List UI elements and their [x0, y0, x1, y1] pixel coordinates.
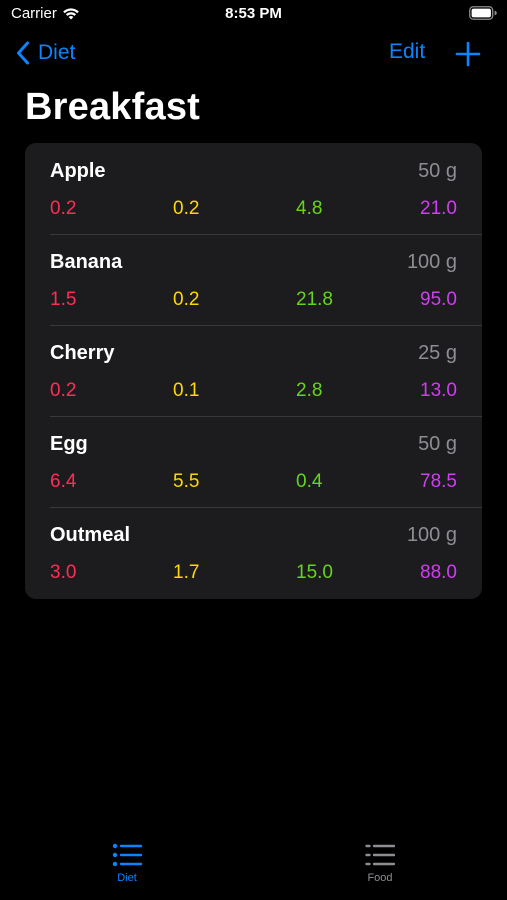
tab-bar: Diet Food [0, 840, 507, 900]
fat-value: 5.5 [173, 471, 200, 492]
battery-icon [469, 6, 497, 20]
fat-value: 1.7 [173, 562, 200, 583]
food-list: Apple 50 g 0.2 0.2 4.8 21.0 Banana 100 g… [25, 143, 482, 599]
protein-value: 3.0 [50, 562, 77, 583]
calories-value: 78.5 [420, 471, 457, 492]
back-button-label: Diet [38, 41, 76, 64]
food-weight: 25 g [418, 342, 457, 364]
wifi-icon [63, 8, 79, 20]
protein-value: 0.2 [50, 380, 77, 401]
carbs-value: 4.8 [296, 198, 323, 219]
food-name: Egg [50, 433, 88, 455]
status-bar: Carrier 8:53 PM [0, 0, 507, 30]
food-row[interactable]: Banana 100 g 1.5 0.2 21.8 95.0 [25, 234, 482, 325]
carbs-value: 2.8 [296, 380, 323, 401]
food-name: Cherry [50, 342, 115, 364]
add-button[interactable] [455, 41, 481, 67]
protein-value: 6.4 [50, 471, 77, 492]
carrier-label: Carrier [11, 5, 57, 22]
food-weight: 100 g [406, 524, 457, 546]
carbs-value: 21.8 [296, 289, 333, 310]
food-weight: 50 g [418, 433, 457, 455]
food-row[interactable]: Apple 50 g 0.2 0.2 4.8 21.0 [25, 143, 482, 234]
carbs-value: 15.0 [296, 562, 333, 583]
food-name: Apple [50, 160, 106, 182]
list-dash-icon [365, 844, 395, 866]
edit-button[interactable]: Edit [389, 40, 426, 63]
protein-value: 1.5 [50, 289, 77, 310]
clock: 8:53 PM [225, 5, 282, 22]
calories-value: 88.0 [420, 562, 457, 583]
food-weight: 100 g [406, 251, 457, 273]
fat-value: 0.2 [173, 289, 200, 310]
tab-food-label: Food [367, 872, 393, 884]
calories-value: 21.0 [420, 198, 457, 219]
back-button[interactable]: Diet [16, 38, 75, 68]
tab-diet[interactable]: Diet [77, 840, 177, 900]
food-row[interactable]: Outmeal 100 g 3.0 1.7 15.0 88.0 [25, 507, 482, 598]
food-name: Banana [50, 251, 123, 273]
food-row[interactable]: Egg 50 g 6.4 5.5 0.4 78.5 [25, 416, 482, 507]
food-weight: 50 g [418, 160, 457, 182]
tab-food[interactable]: Food [330, 840, 430, 900]
chevron-left-icon [17, 41, 29, 65]
page-title: Breakfast [25, 86, 201, 128]
calories-value: 13.0 [420, 380, 457, 401]
list-bullet-icon [112, 843, 142, 867]
fat-value: 0.2 [173, 198, 200, 219]
carbs-value: 0.4 [296, 471, 323, 492]
food-name: Outmeal [50, 524, 131, 546]
calories-value: 95.0 [420, 289, 457, 310]
fat-value: 0.1 [173, 380, 200, 401]
tab-diet-label: Diet [117, 872, 137, 884]
protein-value: 0.2 [50, 198, 77, 219]
food-row[interactable]: Cherry 25 g 0.2 0.1 2.8 13.0 [25, 325, 482, 416]
